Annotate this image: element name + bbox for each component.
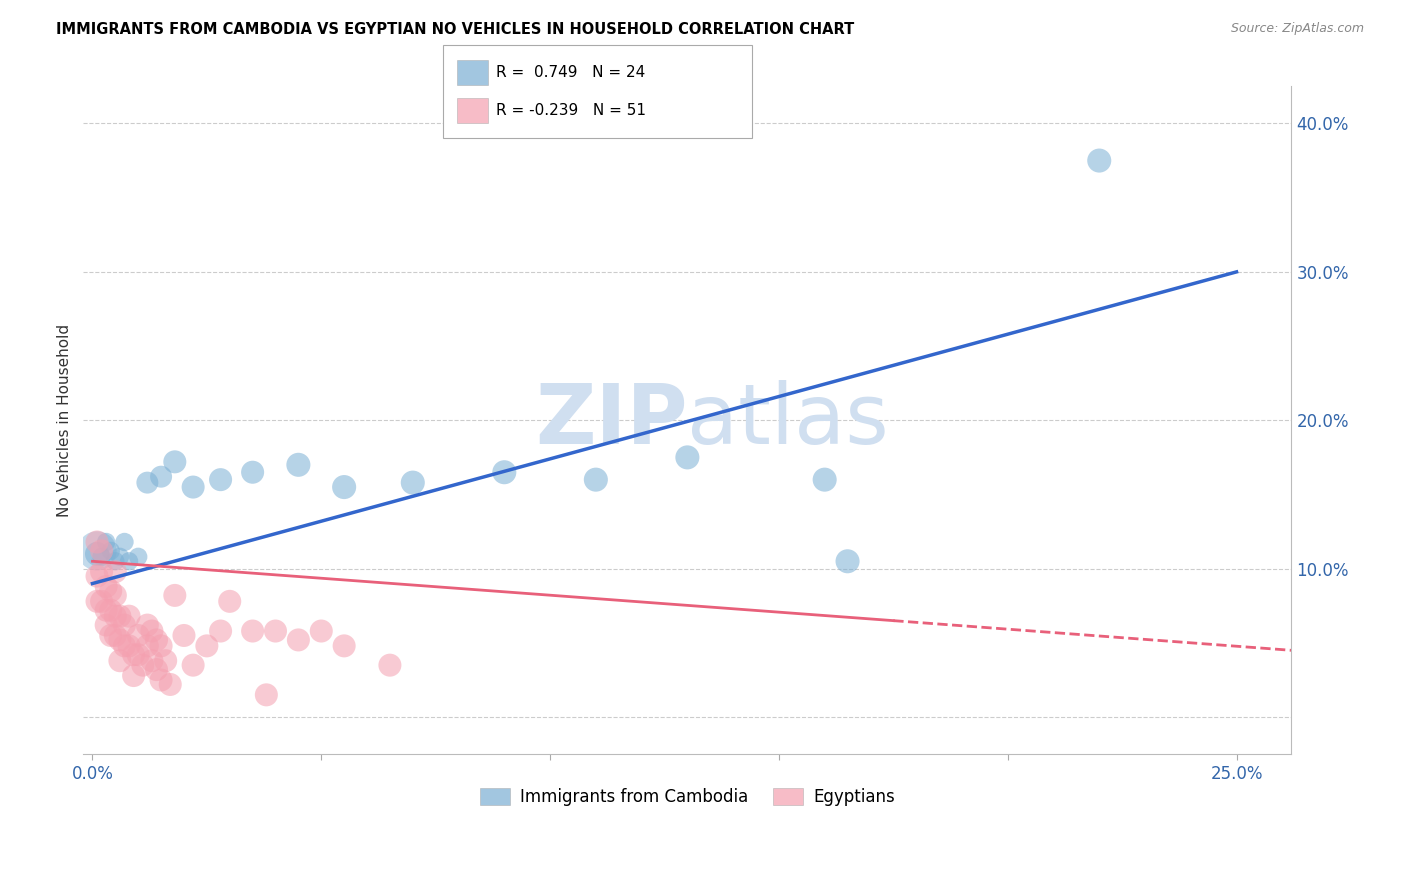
Point — [136, 475, 159, 490]
Point — [114, 639, 136, 653]
Point — [100, 544, 122, 558]
Point — [181, 658, 204, 673]
Point — [118, 609, 141, 624]
Point — [163, 588, 186, 602]
Point — [242, 465, 264, 479]
Point — [90, 544, 112, 558]
Point — [1088, 153, 1111, 168]
Point — [127, 648, 149, 662]
Point — [333, 639, 356, 653]
Point — [100, 603, 122, 617]
Point — [100, 628, 122, 642]
Text: R = -0.239   N = 51: R = -0.239 N = 51 — [496, 103, 647, 118]
Text: IMMIGRANTS FROM CAMBODIA VS EGYPTIAN NO VEHICLES IN HOUSEHOLD CORRELATION CHART: IMMIGRANTS FROM CAMBODIA VS EGYPTIAN NO … — [56, 22, 855, 37]
Point — [378, 658, 401, 673]
Point — [242, 624, 264, 638]
Point — [108, 632, 131, 647]
Point — [96, 580, 118, 594]
Point — [150, 673, 173, 687]
Point — [96, 603, 118, 617]
Point — [145, 632, 167, 647]
Point — [86, 547, 108, 561]
Text: Source: ZipAtlas.com: Source: ZipAtlas.com — [1230, 22, 1364, 36]
Point — [104, 588, 127, 602]
Point — [114, 535, 136, 549]
Point — [122, 668, 145, 682]
Point — [104, 609, 127, 624]
Point — [104, 628, 127, 642]
Point — [104, 565, 127, 579]
Legend: Immigrants from Cambodia, Egyptians: Immigrants from Cambodia, Egyptians — [474, 781, 901, 813]
Point — [86, 544, 108, 558]
Point — [114, 618, 136, 632]
Point — [132, 658, 155, 673]
Point — [181, 480, 204, 494]
Point — [108, 549, 131, 564]
Point — [141, 624, 163, 638]
Point — [309, 624, 332, 638]
Point — [150, 469, 173, 483]
Point — [118, 554, 141, 568]
Point — [100, 584, 122, 599]
Point — [402, 475, 425, 490]
Point — [209, 624, 232, 638]
Point — [209, 473, 232, 487]
Point — [155, 654, 177, 668]
Point — [837, 554, 859, 568]
Text: atlas: atlas — [688, 380, 889, 461]
Point — [104, 554, 127, 568]
Point — [814, 473, 837, 487]
Point — [494, 465, 516, 479]
Point — [150, 639, 173, 653]
Point — [676, 450, 699, 465]
Point — [108, 609, 131, 624]
Point — [264, 624, 287, 638]
Point — [333, 480, 356, 494]
Point — [159, 677, 181, 691]
Point — [287, 632, 309, 647]
Point — [108, 654, 131, 668]
Point — [218, 594, 240, 608]
Point — [254, 688, 277, 702]
Point — [136, 639, 159, 653]
Point — [122, 648, 145, 662]
Point — [86, 569, 108, 583]
Text: ZIP: ZIP — [534, 380, 688, 461]
Point — [585, 473, 607, 487]
Point — [90, 565, 112, 579]
Point — [90, 549, 112, 564]
Point — [90, 594, 112, 608]
Point — [96, 618, 118, 632]
Point — [86, 594, 108, 608]
Y-axis label: No Vehicles in Household: No Vehicles in Household — [58, 324, 72, 516]
Text: R =  0.749   N = 24: R = 0.749 N = 24 — [496, 65, 645, 79]
Point — [127, 628, 149, 642]
Point — [96, 535, 118, 549]
Point — [195, 639, 218, 653]
Point — [163, 455, 186, 469]
Point — [86, 535, 108, 549]
Point — [127, 549, 149, 564]
Point — [141, 654, 163, 668]
Point — [145, 663, 167, 677]
Point — [287, 458, 309, 472]
Point — [173, 628, 195, 642]
Point — [136, 618, 159, 632]
Point — [118, 639, 141, 653]
